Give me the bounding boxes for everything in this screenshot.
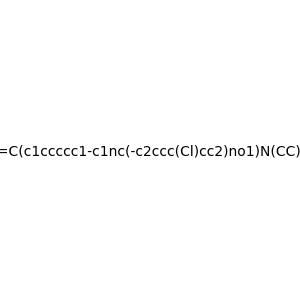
Text: O=C(c1ccccc1-c1nc(-c2ccc(Cl)cc2)no1)N(CC)CC: O=C(c1ccccc1-c1nc(-c2ccc(Cl)cc2)no1)N(CC… xyxy=(0,145,300,158)
